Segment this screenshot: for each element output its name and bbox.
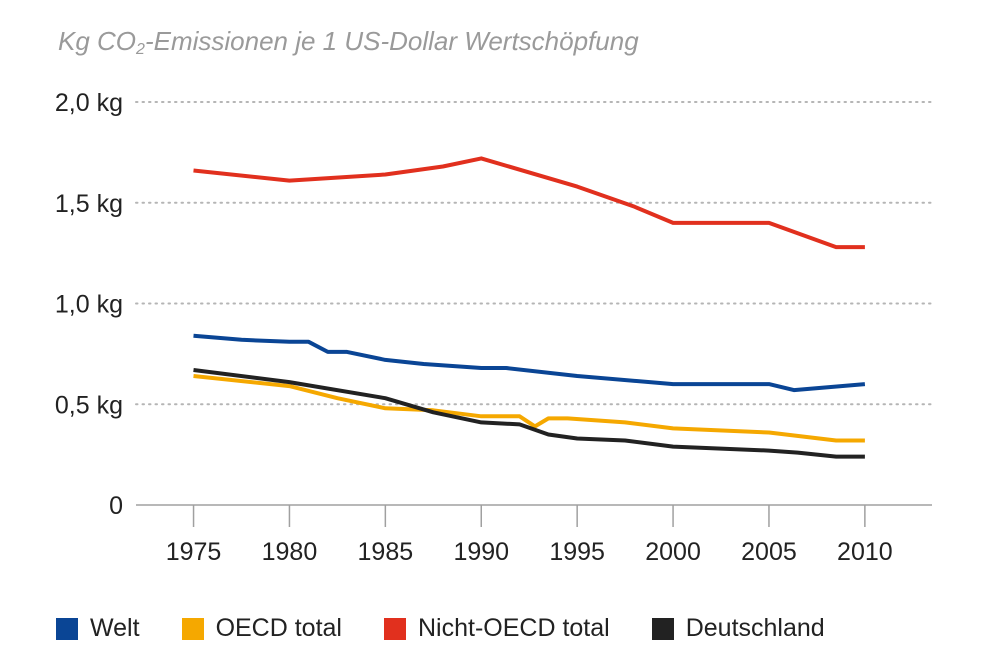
y-tick-label-1-0-kg: 1,0 kg xyxy=(55,291,123,319)
legend-label-oecd: OECD total xyxy=(215,614,342,642)
legend-item-welt: Welt xyxy=(56,614,140,643)
y-tick-label-2-0-kg: 2,0 kg xyxy=(55,89,123,117)
series-line-deutschland xyxy=(193,368,865,459)
series-line-nicht-oecd-total xyxy=(193,156,865,250)
line-chart: 0 0,5 kg 1,0 kg 1,5 kg 2,0 kg 1975 1980 1985 199… xyxy=(55,89,933,566)
series-line-welt xyxy=(193,333,866,393)
y-tick-label-0-5-kg: 0,5 kg xyxy=(55,391,123,419)
x-tick-label-2005: 2005 xyxy=(741,538,797,566)
legend-swatch-welt xyxy=(56,617,78,640)
y-tick-label-1-5-kg: 1,5 kg xyxy=(55,190,123,218)
series-line-oecd-total xyxy=(193,374,865,443)
x-tick-label-1990: 1990 xyxy=(453,538,509,566)
x-tick-label-2000: 2000 xyxy=(645,538,701,566)
legend-label-deutschland: Deutschland xyxy=(685,614,825,642)
x-tick-label-1975: 1975 xyxy=(166,538,222,566)
legend-item-deutschland: Deutschland xyxy=(651,614,825,643)
x-tick-label-1995: 1995 xyxy=(549,538,605,566)
legend-swatch-oecd xyxy=(181,617,204,640)
legend-swatch-deutschland xyxy=(651,617,674,640)
legend-item-oecd: OECD total xyxy=(181,614,342,643)
x-tick-label-1985: 1985 xyxy=(358,538,414,566)
legend-swatch-nicht-oecd xyxy=(384,617,406,640)
x-tick-label-2010: 2010 xyxy=(837,538,893,566)
legend-label-welt: Welt xyxy=(90,614,140,642)
legend-label-nicht-oecd: Nicht-OECD total xyxy=(418,614,610,642)
chart-title: Kg CO2-Emissionen je 1 US-Dollar Wertsch… xyxy=(58,26,639,58)
x-tick-label-1980: 1980 xyxy=(262,538,318,566)
legend-item-nicht-oecd: Nicht-OECD total xyxy=(384,614,610,643)
chart-legend: Welt OECD total Nicht-OECD total Deutsch… xyxy=(56,614,825,643)
y-tick-label-0: 0 xyxy=(109,492,123,520)
